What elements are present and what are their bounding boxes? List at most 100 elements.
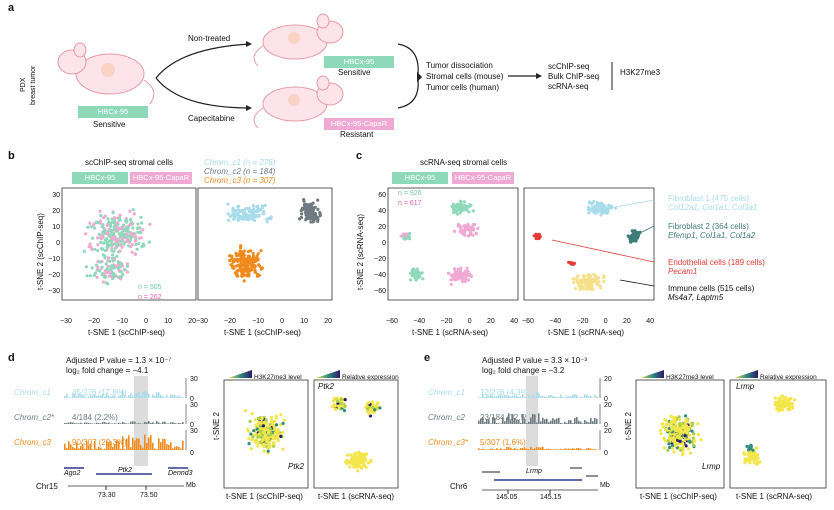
coverage-bar [588, 448, 590, 450]
cell-point-c2 [311, 210, 315, 214]
cell-point [671, 439, 676, 443]
cell-point [115, 254, 119, 258]
cell-point-c2 [297, 217, 302, 221]
coverage-bar [504, 448, 506, 450]
coverage-bar [152, 442, 154, 450]
cell-point [130, 243, 135, 247]
cell-point-c3 [255, 254, 259, 258]
cell-point [469, 273, 473, 278]
gene-ago2: Ago2 [64, 470, 81, 477]
coverage-bar [132, 437, 134, 450]
panel-c-title: scRNA-seq stromal cells [420, 158, 508, 167]
cell-point [680, 430, 684, 434]
coverage-bar [122, 436, 124, 450]
cell-point [269, 419, 273, 423]
cell-point [258, 429, 262, 433]
panel-e-ymin-2: 0 [604, 422, 608, 429]
cell-point [117, 218, 121, 222]
cell-point [261, 438, 265, 442]
coverage-bar [148, 393, 150, 398]
cell-point-fibroblast-1 [587, 211, 591, 215]
coverage-bar [70, 444, 72, 450]
cell-point [466, 278, 471, 282]
coverage-bar [516, 395, 518, 398]
panel-d-pos2: 73.50 [140, 492, 158, 499]
coverage-bar [150, 397, 152, 398]
cell-point [95, 275, 99, 279]
coverage-bar [528, 421, 530, 424]
cell-point-c3 [240, 274, 244, 278]
cell-point [125, 232, 129, 236]
panel-b-xlabel-left: t-SNE 1 (scChIP-seq) [88, 328, 165, 337]
cell-point-c2 [316, 198, 320, 202]
cell-point-c2 [311, 207, 315, 211]
panel-d-unit: Mb [186, 482, 196, 489]
cell-point [446, 271, 450, 275]
cell-point-endothelial [570, 262, 574, 266]
cell-point-c1 [252, 214, 256, 219]
cell-point [118, 213, 122, 217]
coverage-bar [128, 435, 130, 450]
coverage-bar [554, 396, 556, 398]
cell-point [755, 446, 759, 450]
cell-point-immune [582, 278, 586, 282]
coverage-bar [518, 397, 520, 398]
coverage-bar [522, 394, 524, 398]
cell-point [129, 220, 134, 224]
cell-point-c1 [256, 209, 260, 213]
cell-point [452, 202, 456, 206]
cell-point [250, 438, 254, 442]
cell-point [476, 226, 480, 230]
cell-point [105, 270, 109, 275]
coverage-bar [70, 397, 72, 398]
cell-point [98, 209, 102, 213]
cell-point-immune [589, 287, 593, 291]
cell-point [118, 249, 122, 253]
cell-point [463, 233, 467, 237]
cell-point-endothelial [567, 260, 571, 264]
cell-point-c2 [302, 199, 306, 203]
panel-d-letter: d [8, 352, 15, 364]
coverage-bar [130, 447, 132, 450]
cell-point [107, 274, 111, 278]
coverage-bar [164, 421, 166, 424]
cell-point [262, 449, 266, 453]
panel-e-unit: Mb [600, 482, 610, 489]
coverage-bar [148, 421, 150, 424]
cell-point [260, 433, 264, 437]
panel-b-left-points [82, 208, 152, 286]
panel-e-ymax-1: 20 [604, 376, 612, 383]
cell-point-fibroblast-1 [607, 203, 611, 207]
cell-point [745, 444, 749, 448]
coverage-bar [78, 423, 80, 424]
cell-point [119, 277, 123, 281]
panel-c-right-points [532, 200, 642, 292]
cell-point [464, 205, 469, 209]
panel-e-legend-expr: Relative expression [760, 374, 817, 381]
cell-point [255, 438, 259, 442]
expr-legend-ramp [316, 370, 340, 378]
coverage-bar [574, 394, 576, 398]
cell-point-c2 [307, 210, 312, 214]
coverage-bar [166, 423, 168, 424]
cell-point [148, 222, 152, 226]
cell-point [690, 429, 694, 433]
coverage-bar [134, 421, 136, 424]
cell-point [100, 265, 104, 269]
coverage-bar [554, 419, 556, 424]
cell-point [336, 401, 340, 406]
panel-c-right-frame [523, 187, 655, 301]
cell-point [101, 241, 106, 245]
cell-point-c3 [232, 266, 236, 270]
cell-point-c2 [304, 208, 308, 212]
branch-non-treated: Non-treated [188, 34, 231, 43]
cell-point [122, 241, 126, 245]
cell-point [746, 452, 750, 456]
coverage-bar [570, 420, 572, 424]
coverage-bar [496, 396, 498, 398]
cell-point [696, 422, 700, 426]
cell-point [117, 227, 121, 231]
cell-point [95, 236, 100, 240]
coverage-bar [120, 448, 122, 450]
coverage-bar [114, 444, 116, 450]
